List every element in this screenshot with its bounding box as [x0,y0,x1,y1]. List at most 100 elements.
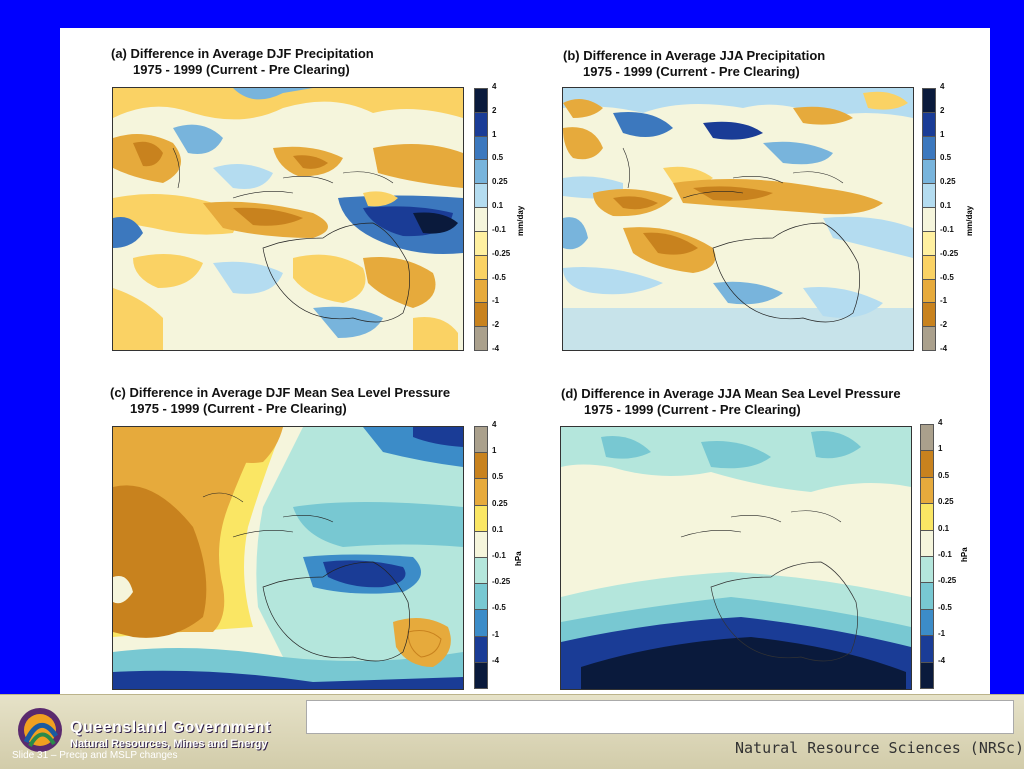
colorbar-tick-label: 1 [940,129,945,139]
panel-b-title-line2: 1975 - 1999 (Current - Pre Clearing) [583,64,800,79]
colorbar-swatch [474,183,488,209]
colorbar-swatch [920,424,934,452]
colorbar-tick-label: 4 [938,418,943,427]
unit-label-c: hPa [514,551,523,566]
colorbar-swatch [474,207,488,232]
colorbar-swatch [920,529,934,557]
panel-b-title-line1: (b) Difference in Average JJA Precipitat… [563,48,826,63]
slide-label: Slide 31 – Precip and MSLP changes [12,750,178,761]
colorbar-tick-label: -0.1 [938,550,952,559]
colorbar-swatch [922,230,936,256]
colorbar-tick-label: -2 [492,320,500,330]
colorbar-tick-label: 2 [492,105,497,115]
colorbar-tick-label: 1 [492,446,497,456]
colorbar-tick-label: 0.25 [492,177,508,187]
colorbar-tick-label: -4 [938,655,946,665]
colorbar-swatch [474,278,488,304]
colorbar-a: 4 2 1 0.5 0.25 0.1 -0.1 -0.25 -0.5 -1 -2 -4 [474,82,510,353]
colorbar-c: 4 1 0.5 0.25 0.1 -0.1 -0.25 -0.5 -1 -4 [474,420,510,689]
colorbar-swatch [920,635,934,663]
colorbar-swatch [920,582,934,610]
colorbar-swatch [474,557,488,585]
qld-government-logo [14,702,306,760]
colorbar-swatch [922,183,936,209]
colorbar-swatch [474,254,488,280]
colorbar-tick-label: 1 [938,444,943,454]
colorbar-swatch [920,661,934,689]
colorbar-tick-label: -1 [492,296,500,306]
colorbar-swatch [474,302,488,328]
colorbar-tick-label: 0.25 [940,177,956,187]
colorbar-tick-label: 0.1 [938,523,950,533]
colorbar-swatch [920,503,934,531]
gov-name: Queensland Government [70,719,271,736]
map-d-jja-mslp [560,426,912,690]
colorbar-tick-label: 4 [492,420,497,429]
colorbar-tick-label: -0.25 [940,248,959,258]
unit-label-d: hPa [960,547,969,562]
colorbar-tick-label: -0.5 [492,603,506,613]
colorbar-swatch [922,254,936,280]
colorbar-tick-label: -2 [940,320,948,330]
colorbar-b: 4 2 1 0.5 0.25 0.1 -0.1 -0.25 -0.5 -1 -2 -4 [922,82,958,353]
colorbar-tick-label: -4 [940,344,948,353]
colorbar-tick-label: -0.1 [940,224,954,234]
colorbar-swatch [922,302,936,328]
colorbar-tick-label: -0.5 [938,602,952,612]
colorbar-tick-label: 4 [940,82,945,91]
colorbar-swatch [474,609,488,637]
colorbar-swatch [920,608,934,637]
colorbar-swatch [474,661,488,689]
colorbar-tick-label: 0.5 [940,153,952,163]
panel-a-title-line2: 1975 - 1999 (Current - Pre Clearing) [133,62,350,77]
panel-b-title: (b) Difference in Average JJA Precipitat… [563,48,825,80]
colorbar-swatch [474,326,488,351]
colorbar-tick-label: 2 [940,105,945,115]
panel-c-title: (c) Difference in Average DJF Mean Sea L… [110,385,450,417]
colorbar-swatch [474,635,488,663]
colorbar-tick-label: 0.5 [492,153,504,163]
map-a-djf-precip [112,87,464,351]
colorbar-swatch [474,530,488,558]
colorbar-swatch [922,159,936,185]
nrsc-label: Natural Resource Sciences (NRSc) [735,739,1024,757]
colorbar-tick-label: -0.25 [938,576,957,586]
colorbar-tick-label: -4 [492,344,500,353]
colorbar-swatch [474,159,488,185]
colorbar-tick-label: -4 [492,655,500,665]
colorbar-swatch [920,556,934,584]
colorbar-swatch [474,111,488,137]
colorbar-tick-label: -0.25 [492,248,511,258]
colorbar-tick-label: -0.1 [492,224,506,234]
map-b-jja-precip [562,87,914,351]
colorbar-tick-label: 0.5 [492,472,504,482]
department-name: Natural Resources, Mines and Energy [70,738,268,750]
colorbar-swatch [922,278,936,304]
colorbar-tick-label: 0.1 [492,201,504,211]
colorbar-swatch [474,426,488,454]
colorbar-tick-label: 0.25 [938,497,954,507]
colorbar-swatch [920,476,934,505]
colorbar-swatch [474,88,488,113]
colorbar-tick-label: -0.25 [492,577,511,587]
colorbar-tick-label: 0.25 [492,498,508,508]
colorbar-tick-label: -1 [492,629,500,639]
colorbar-tick-label: 4 [492,82,497,91]
colorbar-swatch [474,478,488,506]
panel-c-title-line2: 1975 - 1999 (Current - Pre Clearing) [130,401,347,416]
colorbar-swatch [474,452,488,480]
colorbar-swatch [922,326,936,351]
panel-d-title-line1: (d) Difference in Average JJA Mean Sea L… [561,386,901,401]
panel-a-title-line1: (a) Difference in Average DJF Precipitat… [111,46,374,61]
colorbar-swatch [474,583,488,611]
map-c-djf-mslp [112,426,464,690]
panel-d-title-line2: 1975 - 1999 (Current - Pre Clearing) [584,402,801,417]
panel-c-title-line1: (c) Difference in Average DJF Mean Sea L… [110,385,451,400]
colorbar-tick-label: -1 [940,296,948,306]
colorbar-swatch [922,135,936,161]
unit-label-a: mm/day [516,205,525,236]
colorbar-tick-label: 0.5 [938,470,950,480]
colorbar-swatch [922,88,936,113]
colorbar-tick-label: -0.5 [940,272,954,282]
footer-white-strip [306,700,1014,734]
